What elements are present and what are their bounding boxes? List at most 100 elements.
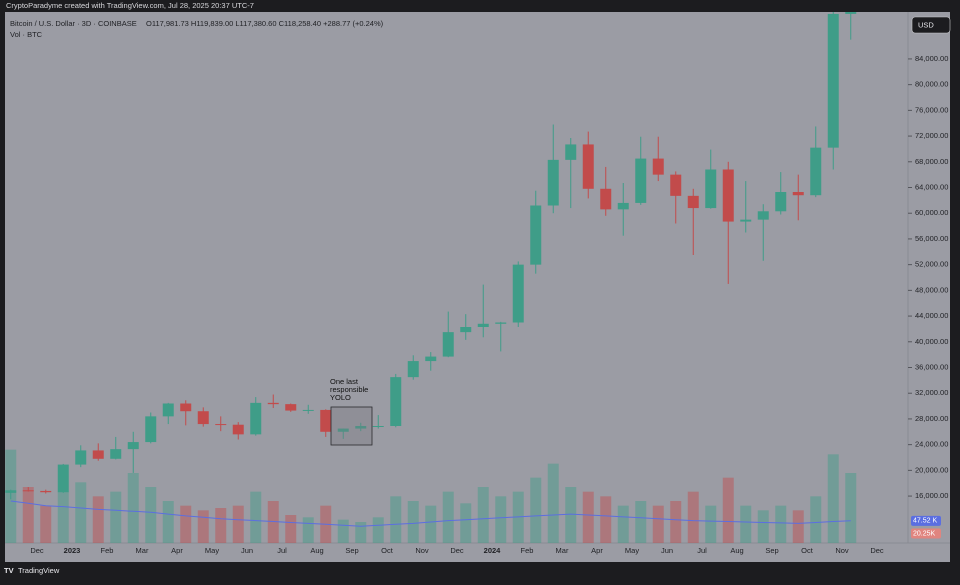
time-tick-label: Sep bbox=[765, 546, 778, 555]
volume-bar bbox=[705, 505, 717, 543]
time-tick-label: Nov bbox=[415, 546, 429, 555]
volume-bar bbox=[547, 463, 559, 543]
candle-body bbox=[407, 361, 419, 378]
candle-body bbox=[705, 169, 717, 209]
candle-body bbox=[775, 192, 787, 212]
candle-body bbox=[390, 377, 402, 426]
volume-bar bbox=[215, 508, 227, 543]
time-tick-label: May bbox=[625, 546, 639, 555]
time-tick-label: Feb bbox=[101, 546, 114, 555]
candle-body bbox=[355, 426, 367, 429]
time-tick-label: May bbox=[205, 546, 219, 555]
candle-body bbox=[372, 426, 384, 427]
time-tick-label: Jul bbox=[277, 546, 287, 555]
volume-bar bbox=[302, 517, 314, 543]
volume-bar bbox=[267, 501, 279, 543]
volume-bar bbox=[740, 505, 752, 543]
candle-body bbox=[740, 219, 752, 222]
volume-bar bbox=[232, 505, 244, 543]
volume-bar bbox=[92, 496, 104, 543]
candle-body bbox=[232, 424, 244, 435]
time-tick-label: Apr bbox=[591, 546, 603, 555]
time-tick-label: Aug bbox=[310, 546, 323, 555]
plot-area bbox=[5, 12, 857, 543]
time-tick-label: Dec bbox=[450, 546, 464, 555]
candle-body bbox=[512, 264, 524, 323]
volume-bar bbox=[355, 522, 367, 543]
price-tick-label: 44,000.00 bbox=[915, 311, 948, 320]
candle-body bbox=[670, 174, 682, 196]
symbol-title: Bitcoin / U.S. Dollar · 3D · COINBASE bbox=[10, 19, 137, 28]
candle-body bbox=[845, 12, 857, 14]
candle-body bbox=[687, 195, 699, 209]
candle-body bbox=[320, 409, 332, 432]
time-tick-label: 2024 bbox=[484, 546, 502, 555]
volume-bar bbox=[652, 505, 664, 543]
volume-title: Vol · BTC bbox=[10, 30, 43, 39]
currency-button[interactable] bbox=[911, 16, 951, 34]
volume-label-bg bbox=[911, 528, 941, 539]
currency[interactable]: USD bbox=[918, 20, 934, 29]
volume-bar bbox=[845, 473, 857, 543]
price-tick-label: 24,000.00 bbox=[915, 440, 948, 449]
price-tick-label: 64,000.00 bbox=[915, 182, 948, 191]
price-tick-label: 72,000.00 bbox=[915, 131, 948, 140]
candle-body bbox=[197, 411, 209, 425]
candle-body bbox=[582, 144, 594, 189]
candle-body bbox=[127, 442, 139, 450]
time-tick-label: Aug bbox=[730, 546, 743, 555]
brand: TradingView bbox=[18, 566, 60, 575]
volume-bar bbox=[670, 501, 682, 543]
volume-bar bbox=[75, 482, 87, 543]
volume-bar bbox=[425, 505, 437, 543]
brand-logo: TV bbox=[4, 566, 14, 575]
candle-body bbox=[530, 205, 542, 265]
chart-background bbox=[5, 12, 950, 562]
volume-bar bbox=[687, 491, 699, 543]
volume-bar bbox=[810, 496, 822, 543]
candle-body bbox=[810, 147, 822, 196]
time-tick-label: Apr bbox=[171, 546, 183, 555]
volume-bar bbox=[372, 517, 384, 543]
candle-body bbox=[145, 416, 157, 443]
annotation-wrap: One last responsible YOLO bbox=[330, 378, 369, 402]
candle-body bbox=[757, 211, 769, 220]
price-tick-label: 60,000.00 bbox=[915, 208, 948, 217]
price-tick-label: 84,000.00 bbox=[915, 54, 948, 63]
time-tick-label: Dec bbox=[30, 546, 44, 555]
volume-bar bbox=[565, 487, 577, 543]
candle-body bbox=[180, 403, 192, 412]
volume-bar bbox=[197, 510, 209, 543]
candle-body bbox=[477, 323, 489, 327]
volume-bar bbox=[250, 491, 262, 543]
candle-body bbox=[22, 490, 34, 492]
volume-bar bbox=[617, 505, 629, 543]
candle-body bbox=[827, 13, 839, 148]
volume-label: 47.52 K bbox=[913, 518, 937, 525]
price-tick-label: 32,000.00 bbox=[915, 388, 948, 397]
candle-body bbox=[215, 424, 227, 426]
candle-body bbox=[57, 464, 69, 493]
price-tick-label: 76,000.00 bbox=[915, 105, 948, 114]
candle-body bbox=[652, 158, 664, 175]
candle-body bbox=[460, 327, 472, 333]
annotation: One last responsible YOLO bbox=[330, 378, 369, 402]
volume-bar bbox=[582, 491, 594, 543]
time-tick-label: Nov bbox=[835, 546, 849, 555]
candle-body bbox=[5, 490, 17, 493]
volume-bar bbox=[600, 496, 612, 543]
time-tick-label: Jun bbox=[661, 546, 673, 555]
candle-body bbox=[302, 409, 314, 411]
time-tick-label: Oct bbox=[801, 546, 814, 555]
time-tick-label: Mar bbox=[136, 546, 149, 555]
candle-body bbox=[792, 192, 804, 196]
candle-body bbox=[162, 403, 174, 417]
volume-bar bbox=[792, 510, 804, 543]
candle-body bbox=[75, 450, 87, 465]
candle-body bbox=[92, 450, 104, 459]
price-tick-label: 16,000.00 bbox=[915, 491, 948, 500]
volume-bar bbox=[127, 473, 139, 543]
candle-body bbox=[250, 402, 262, 435]
time-tick-label: Mar bbox=[556, 546, 569, 555]
